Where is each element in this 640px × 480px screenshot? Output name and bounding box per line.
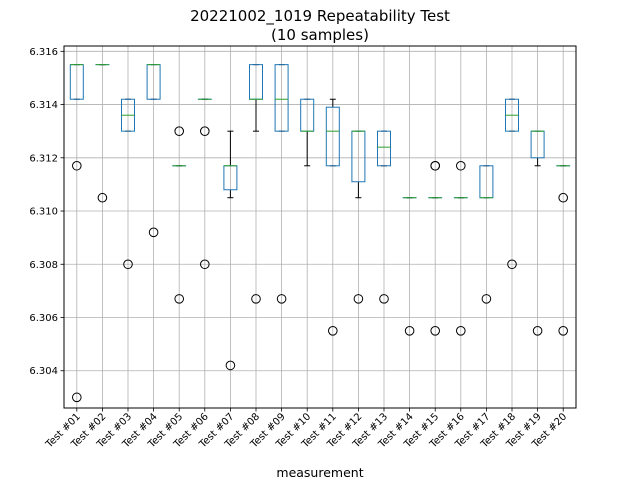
- box-group: [223, 130, 238, 371]
- y-tick-label: 6.316: [29, 47, 58, 58]
- box-group: [121, 98, 135, 270]
- y-tick-label: 6.304: [29, 366, 58, 377]
- box-iqr: [377, 130, 391, 167]
- flier-point: [97, 192, 108, 203]
- flier-point: [404, 326, 415, 336]
- plot-area-frame: [63, 45, 577, 409]
- box-group: [172, 126, 187, 304]
- y-tick-label: 6.308: [29, 260, 58, 271]
- flier-point: [225, 360, 236, 371]
- box-group: [69, 64, 84, 403]
- y-tick-label: 6.310: [29, 207, 58, 218]
- flier-point: [72, 392, 82, 403]
- box-group: [402, 197, 417, 336]
- chart-subtitle: (10 samples): [271, 26, 369, 44]
- flier-point: [456, 326, 466, 336]
- flier-point: [558, 192, 569, 203]
- box-group: [428, 160, 443, 336]
- grid-lines: [64, 46, 576, 408]
- flier-point: [123, 259, 133, 270]
- box-iqr: [274, 64, 289, 132]
- flier-point: [174, 294, 184, 304]
- flier-point: [507, 259, 517, 270]
- box-group: [351, 130, 366, 304]
- y-axis-ticks: 6.304 6.306 6.308 6.310 6.312 6.314 6.316: [29, 47, 64, 377]
- box-group: [556, 165, 571, 336]
- box-iqr: [325, 106, 340, 167]
- flier-point: [72, 160, 82, 171]
- y-tick-label: 6.306: [29, 313, 58, 324]
- y-tick-label: 6.314: [29, 100, 58, 111]
- y-tick-label: 6.312: [29, 153, 58, 164]
- flier-point: [276, 294, 287, 304]
- boxes: [69, 64, 571, 403]
- flier-point: [430, 160, 441, 171]
- flier-point: [430, 326, 441, 336]
- flier-point: [174, 126, 184, 136]
- flier-point: [200, 259, 210, 270]
- flier-point: [481, 294, 492, 304]
- box-group: [197, 98, 212, 270]
- box-group: [479, 165, 494, 304]
- flier-point: [328, 326, 338, 336]
- box-group: [274, 64, 289, 304]
- flier-point: [353, 294, 364, 304]
- flier-point: [456, 160, 466, 171]
- box-group: [453, 160, 468, 336]
- box-group: [146, 64, 161, 238]
- flier-point: [251, 294, 261, 304]
- flier-point: [532, 326, 543, 336]
- x-axis-label: measurement: [276, 465, 363, 480]
- box-group: [377, 130, 391, 304]
- flier-point: [379, 294, 389, 304]
- chart-title: 20221002_1019 Repeatability Test: [190, 7, 450, 26]
- flier-point: [200, 126, 210, 136]
- box-group: [530, 130, 545, 336]
- flier-point: [558, 326, 569, 336]
- box-group: [249, 64, 263, 304]
- box-group: [300, 98, 315, 167]
- box-group: [505, 98, 519, 270]
- box-group: [325, 98, 340, 336]
- flier-point: [148, 227, 159, 238]
- box-group: [95, 64, 110, 203]
